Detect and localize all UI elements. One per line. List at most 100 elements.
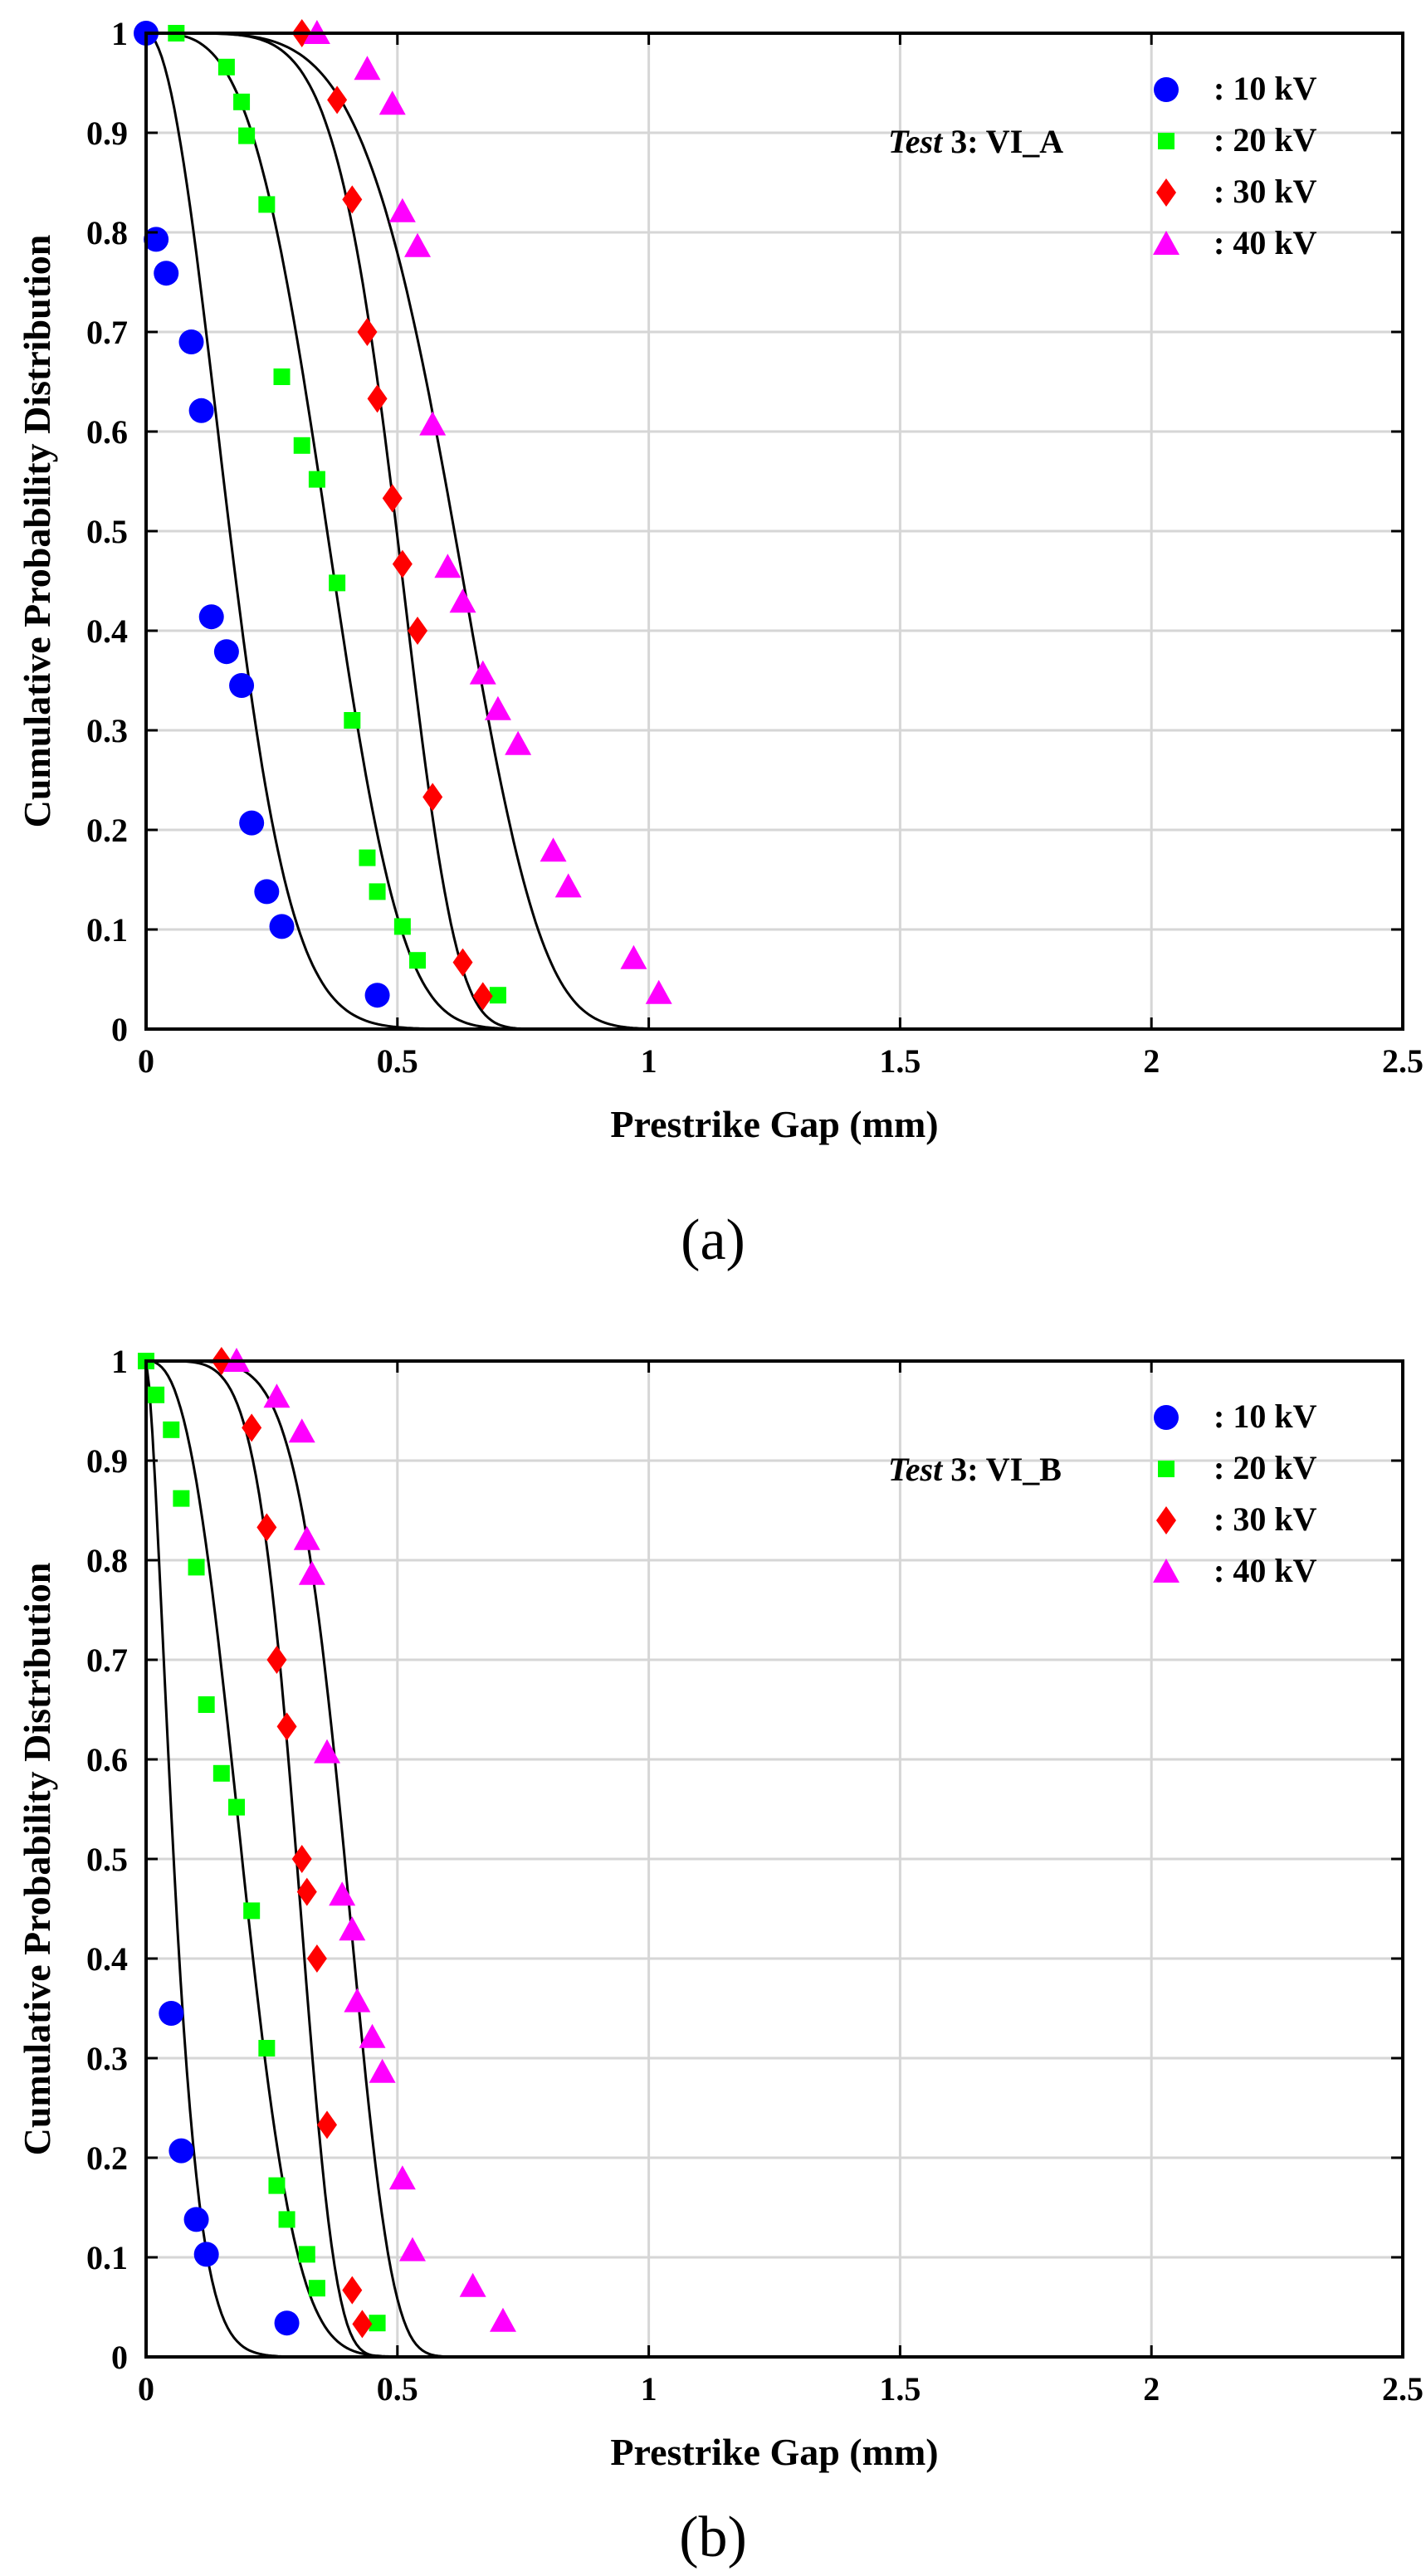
data-point [505, 730, 532, 755]
data-point [293, 1525, 320, 1550]
data-point [213, 639, 239, 665]
y-tick-label: 0.4 [86, 1940, 128, 1978]
x-tick-label: 0 [138, 1042, 154, 1080]
y-tick-label: 0.6 [86, 413, 128, 451]
legend-marker-3 [1156, 178, 1176, 207]
data-point [540, 837, 567, 862]
test-annotation-rest: 3: VI_A [942, 123, 1063, 160]
legend-label-4: : 40 kV [1214, 1552, 1317, 1589]
data-point [359, 849, 376, 866]
data-point [288, 1418, 315, 1443]
data-point [254, 879, 280, 905]
data-point [378, 90, 406, 115]
y-axis-label: Cumulative Probability Distribution [16, 235, 58, 828]
x-tick-label: 1.5 [879, 1042, 921, 1080]
data-point [472, 982, 493, 1011]
data-point [173, 1490, 190, 1507]
data-point [212, 1764, 230, 1782]
data-point [357, 318, 378, 346]
data-point [388, 198, 416, 222]
data-point [198, 604, 224, 630]
data-point [273, 368, 291, 385]
data-point [278, 2211, 295, 2228]
panel-label-a: (a) [681, 1208, 745, 1272]
y-tick-label: 0.9 [86, 115, 128, 152]
legend-marker-1 [1154, 77, 1179, 102]
legend-marker-2 [1158, 133, 1174, 149]
y-tick-label: 0.3 [86, 2040, 128, 2077]
legend: : 10 kV: 20 kV: 30 kV: 40 kV [1153, 1398, 1317, 1589]
data-point [489, 2307, 516, 2332]
y-tick-label: 0.5 [86, 513, 128, 550]
data-point [168, 2138, 194, 2164]
y-tick-label: 0 [111, 1011, 128, 1048]
data-point [178, 329, 204, 354]
data-point [243, 1902, 261, 1920]
data-point [296, 1877, 317, 1906]
data-point [489, 987, 506, 1004]
data-point [327, 85, 348, 115]
y-tick-label: 0.8 [86, 1542, 128, 1579]
data-point [229, 673, 255, 698]
data-point [298, 2246, 315, 2263]
test-annotation: Test 3: VI_A [888, 123, 1063, 160]
chart-a: 0 0.5 1 1.5 2 2.5 0 0.1 0.2 0.3 0.4 0.5 0.6 0.7 0.8 0.9… [16, 15, 1424, 1145]
grid-lines [144, 1359, 1404, 2359]
legend: : 10 kV: 20 kV: 30 kV: 40 kV [1153, 70, 1317, 261]
data-point [409, 952, 427, 969]
x-tick-label: 1 [641, 1042, 657, 1080]
data-point [148, 1386, 165, 1403]
data-point [452, 948, 473, 977]
data-point [419, 411, 447, 436]
data-point [364, 983, 390, 1008]
data-point [398, 2237, 426, 2261]
data-point [314, 1739, 341, 1764]
y-tick-label: 0.2 [86, 2139, 128, 2177]
series-4-points [303, 20, 672, 1004]
data-point [256, 1513, 277, 1542]
test-annotation-italic: Test [888, 1451, 944, 1488]
y-tick-label: 0.3 [86, 712, 128, 749]
data-point [308, 471, 325, 488]
y-tick-label: 0.7 [86, 314, 128, 351]
data-point [459, 2272, 486, 2297]
data-point [188, 398, 214, 423]
data-point [306, 1944, 327, 1973]
data-point [388, 2165, 416, 2190]
data-point [408, 617, 428, 645]
series-2-points [168, 25, 506, 1004]
test-annotation-rest: 3: VI_B [942, 1451, 1062, 1488]
data-point [645, 979, 672, 1004]
x-tick-label: 0 [138, 2370, 154, 2408]
data-point [217, 58, 235, 76]
data-point [188, 1559, 205, 1576]
data-point [422, 783, 443, 812]
x-tick-label: 1.5 [879, 2370, 921, 2408]
data-point [317, 2110, 338, 2139]
data-points [134, 19, 672, 1011]
axis-ticks: 0 0.5 1 1.5 2 2.5 0 0.1 0.2 0.3 0.4 0.5 0.6 0.7 0.8 0.9… [86, 15, 1424, 1080]
data-point [352, 2310, 373, 2339]
data-point [263, 1383, 291, 1408]
data-point [449, 588, 476, 613]
data-point [258, 2040, 276, 2056]
y-tick-label: 0.1 [86, 911, 128, 949]
data-point [308, 2280, 325, 2297]
series-1-points [159, 2001, 300, 2336]
data-point [293, 437, 310, 454]
x-axis-label: Prestrike Gap (mm) [610, 1103, 938, 1145]
x-axis-label: Prestrike Gap (mm) [610, 2431, 938, 2473]
y-tick-label: 1 [111, 15, 128, 52]
x-tick-label: 2.5 [1382, 2370, 1424, 2408]
series-3-points [291, 19, 493, 1011]
y-tick-label: 0.8 [86, 214, 128, 251]
series-2-points [138, 1353, 386, 2332]
data-point [344, 1988, 371, 2013]
data-point [239, 810, 265, 836]
data-point [392, 549, 413, 578]
data-point [193, 2242, 219, 2267]
data-point [154, 261, 179, 286]
data-point [344, 712, 361, 729]
data-point [266, 1646, 287, 1674]
x-tick-label: 2 [1143, 1042, 1160, 1080]
